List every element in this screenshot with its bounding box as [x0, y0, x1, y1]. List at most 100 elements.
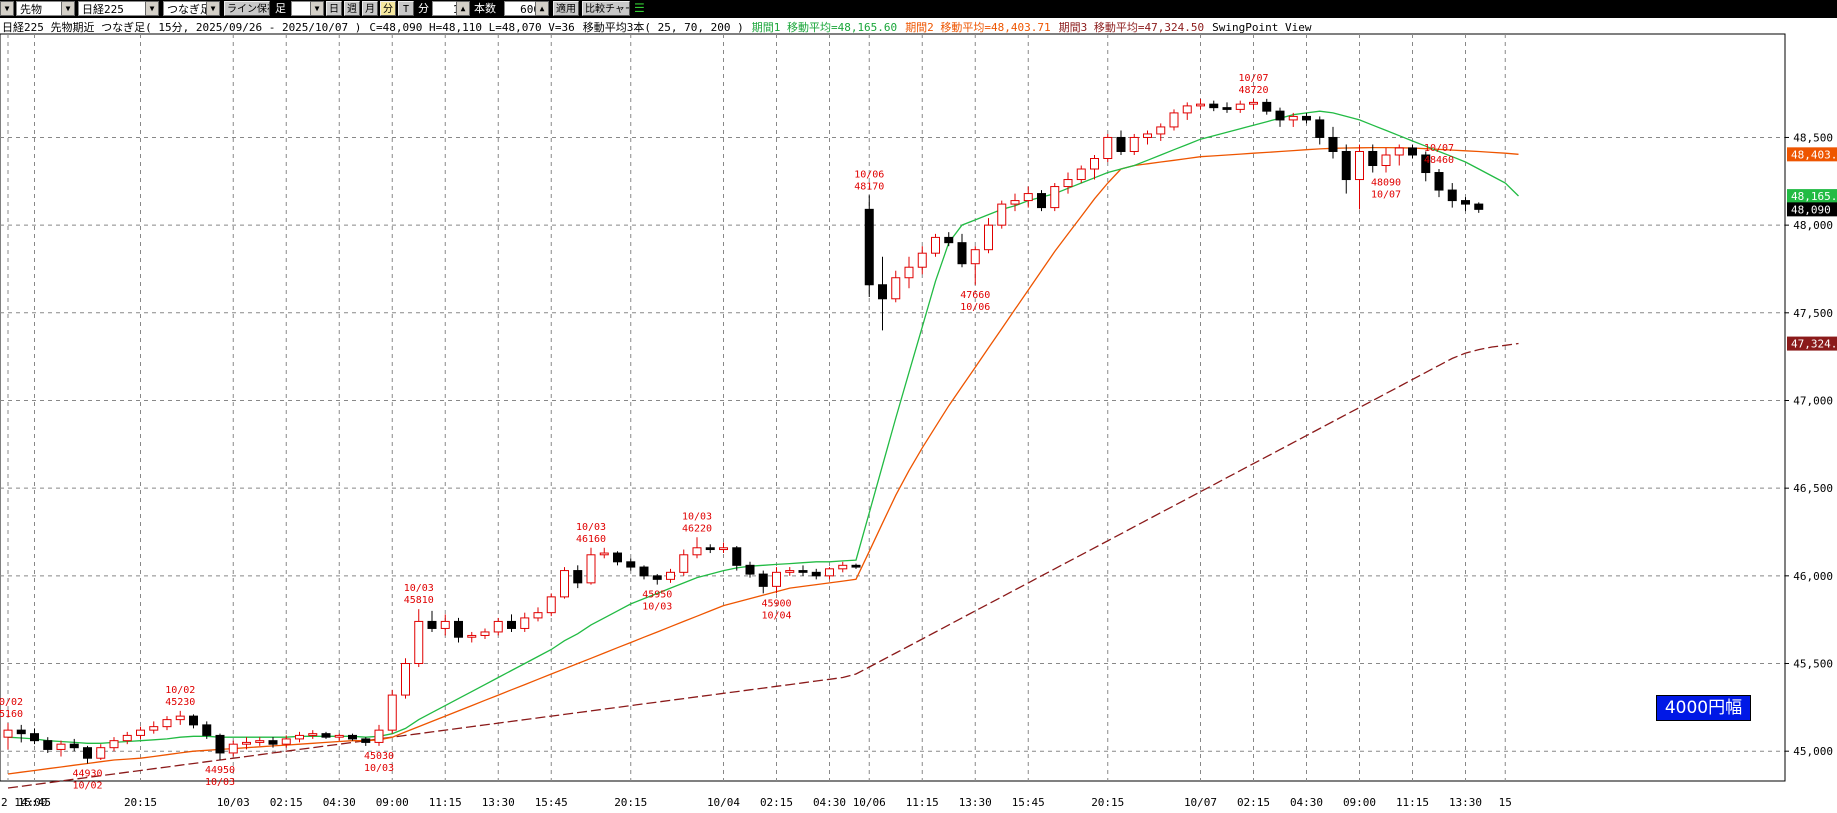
price-tick-label: 48,000	[1793, 219, 1833, 232]
candle-body	[255, 740, 265, 743]
compare-chart-button[interactable]: 比較チャート	[582, 1, 630, 16]
index-select[interactable]: 日経225	[78, 1, 150, 16]
count-spinner-icon[interactable]: ▲	[535, 1, 549, 16]
candle-body	[136, 729, 145, 736]
candle-body	[387, 694, 397, 731]
period-month-button[interactable]: 月	[362, 1, 378, 16]
info-line: 日経225 先物期近 つなぎ足( 15分, 2025/09/26 - 2025/…	[2, 19, 1320, 34]
candle-body	[281, 738, 291, 745]
candle-body	[811, 571, 821, 577]
candle-body	[149, 726, 159, 731]
candle	[864, 195, 874, 298]
candle	[758, 570, 768, 594]
candle	[573, 565, 583, 589]
candle	[480, 628, 490, 639]
candle-body	[1447, 189, 1457, 202]
bar-dropdown-icon[interactable]: ▼	[310, 1, 324, 16]
time-tick-label: 02:15	[760, 796, 793, 809]
time-tick-label: 11:15	[906, 796, 939, 809]
candle-body	[573, 570, 583, 584]
candle	[255, 737, 265, 746]
candle	[56, 740, 66, 757]
candle	[970, 246, 980, 285]
candle-body	[732, 547, 742, 566]
candle	[1235, 100, 1245, 113]
contract-select[interactable]: つなぎ足	[163, 1, 209, 16]
swing-date-label: 10/03	[642, 602, 672, 613]
candle	[652, 574, 662, 585]
period-tick-button[interactable]: T	[398, 1, 414, 16]
candle	[719, 542, 728, 554]
swing-price-label: 45230	[165, 697, 195, 708]
candle	[202, 721, 212, 739]
swing-price-label: 46160	[576, 534, 606, 545]
market-select[interactable]: 先物	[16, 1, 68, 16]
ma3-value-label: 47,324.5	[1791, 338, 1837, 351]
time-tick-label: 20:15	[124, 796, 157, 809]
swing-date-label: 10/02	[0, 697, 23, 708]
chart-style-icon[interactable]: ☰	[634, 1, 645, 15]
time-tick-label: 2 14:00	[1, 796, 47, 809]
candle-body	[719, 547, 728, 551]
candle-body	[560, 570, 569, 598]
candle-body	[851, 564, 861, 568]
candle-body	[1341, 150, 1351, 181]
candle-body	[295, 734, 304, 740]
swing-price-label: 45810	[404, 595, 434, 606]
candle	[136, 726, 145, 739]
candle	[1262, 98, 1272, 115]
chart-grid	[0, 33, 1786, 782]
candle-body	[533, 612, 543, 619]
candle-body	[1050, 186, 1060, 209]
candle	[705, 544, 715, 554]
time-tick-label: 02:15	[1237, 796, 1270, 809]
candle	[122, 731, 132, 745]
index-dropdown-icon[interactable]: ▼	[145, 1, 159, 16]
minute-spinner-icon[interactable]: ▲	[456, 1, 470, 16]
candle-body	[838, 564, 848, 570]
candle-body	[917, 252, 927, 268]
candle-body	[1010, 200, 1020, 205]
candle	[639, 565, 649, 580]
candle-body	[1249, 101, 1258, 105]
candle	[1037, 190, 1046, 212]
save-line-button[interactable]: ライン保存	[224, 1, 270, 16]
time-tick-label: 15	[1499, 796, 1512, 809]
candle-body	[1262, 101, 1272, 112]
candle-body	[1394, 147, 1404, 156]
candle	[1288, 112, 1298, 127]
period-day-button[interactable]: 日	[326, 1, 342, 16]
candle	[427, 610, 437, 632]
candle	[1196, 98, 1205, 110]
apply-button[interactable]: 適用	[553, 1, 579, 16]
period-week-button[interactable]: 週	[344, 1, 360, 16]
candle-body	[215, 734, 225, 754]
scale-width-label: 4000円幅	[1656, 695, 1751, 721]
candle	[891, 270, 901, 303]
candle-body	[785, 570, 795, 573]
swing-date-label: 10/03	[404, 583, 434, 594]
bar-label: 足	[275, 2, 286, 15]
candle	[732, 546, 742, 571]
swing-point-annotations: 10/02451604493010/0210/02452304495010/03…	[0, 73, 1454, 792]
candle	[30, 728, 39, 745]
ma1-value-label: 48,165.6	[1791, 190, 1837, 203]
candle	[546, 593, 556, 617]
candle-body	[1196, 103, 1205, 107]
candle-body	[1328, 136, 1338, 152]
candle	[3, 723, 13, 750]
market-dropdown-icon[interactable]: ▼	[61, 1, 75, 16]
menu-dropdown-icon[interactable]: ▼	[0, 1, 14, 16]
time-tick-label: 15:45	[1012, 796, 1045, 809]
candle-body	[1090, 158, 1099, 170]
candle	[931, 233, 940, 257]
candle	[43, 737, 53, 753]
contract-dropdown-icon[interactable]: ▼	[206, 1, 220, 16]
period-minute-button[interactable]: 分	[380, 1, 396, 16]
candle	[692, 537, 702, 559]
